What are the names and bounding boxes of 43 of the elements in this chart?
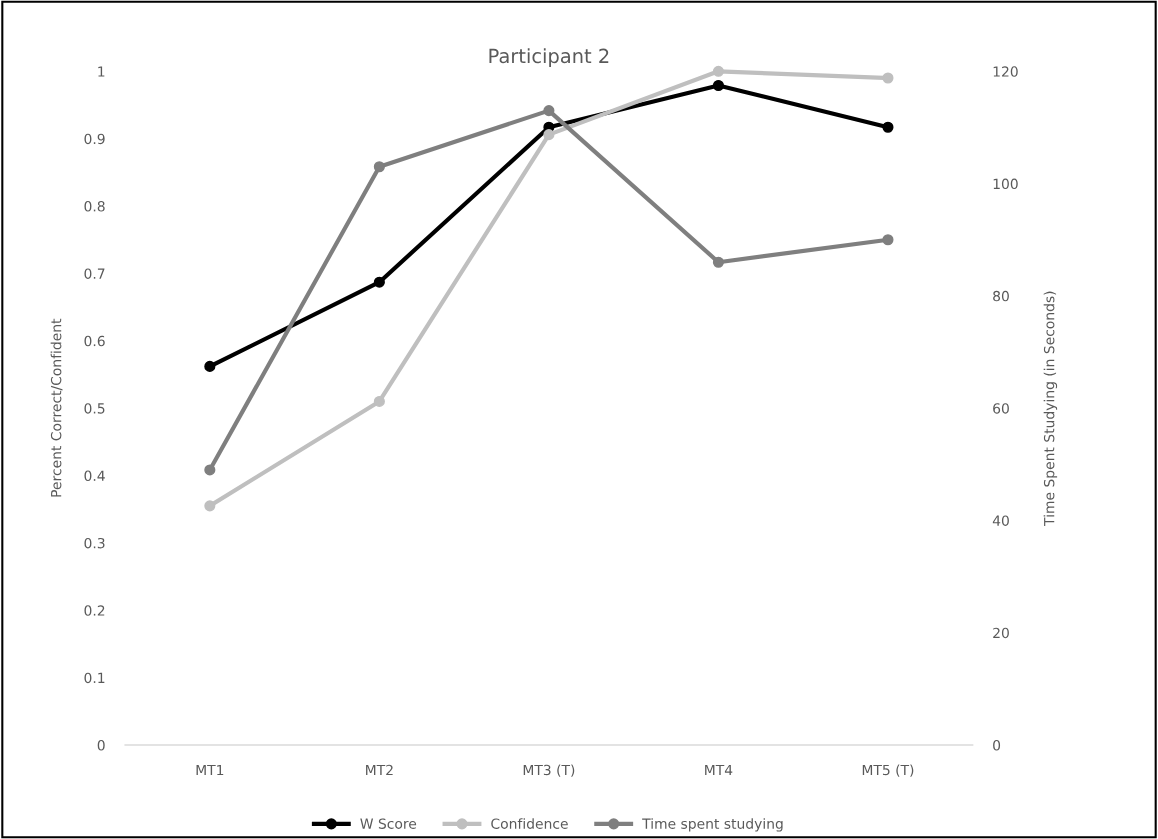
point (204, 360, 216, 372)
legend-label: W Score (360, 818, 417, 829)
y2-tick-label: 0 (993, 740, 1001, 751)
y2-tick-label: 40 (992, 515, 1009, 526)
point (204, 464, 216, 476)
point (373, 276, 385, 288)
x-tick-label: MT4 (705, 764, 733, 776)
y-tick-label: 0 (97, 740, 105, 751)
x-tick-label: MT5 (T) (862, 764, 914, 777)
point (882, 72, 894, 84)
legend-label: Time spent studying (642, 818, 783, 832)
x-tick-label: MT3 (T) (523, 764, 575, 777)
point (882, 234, 894, 246)
point (543, 105, 555, 117)
point (373, 161, 385, 173)
y-tick-label: 1 (98, 66, 105, 77)
y2-tick-label: 80 (993, 290, 1009, 302)
y-tick-label: 0.1 (84, 672, 105, 684)
y2-tick-label: 100 (993, 178, 1018, 190)
chart-title: Participant 2 (489, 48, 609, 68)
x-tick-label: MT2 (366, 764, 393, 776)
point (882, 121, 894, 133)
y2-tick-label: 120 (993, 66, 1018, 77)
point (712, 79, 724, 92)
y-tick-label: 0.2 (84, 605, 105, 616)
point (712, 256, 724, 268)
y-tick-label: 0.9 (84, 133, 105, 145)
point (712, 65, 724, 77)
y-tick-label: 0.3 (84, 537, 105, 549)
x-tick-label: MT1 (196, 764, 224, 776)
y-tick-label: 0.7 (84, 268, 105, 279)
y2-axis-title: Time Spent Studying (in Seconds) (1043, 291, 1058, 526)
point (373, 395, 385, 407)
y-tick-label: 0.8 (84, 201, 105, 212)
point (204, 500, 216, 512)
y2-tick-label: 20 (993, 627, 1009, 639)
y-axis-title: Percent Correct/Confident (50, 318, 63, 497)
legend-label: Confidence (491, 818, 568, 829)
y-tick-label: 0.6 (84, 335, 105, 347)
point (543, 129, 555, 141)
y2-tick-label: 60 (993, 403, 1009, 414)
y-tick-label: 0.5 (84, 403, 105, 414)
y-tick-label: 0.4 (84, 470, 105, 482)
